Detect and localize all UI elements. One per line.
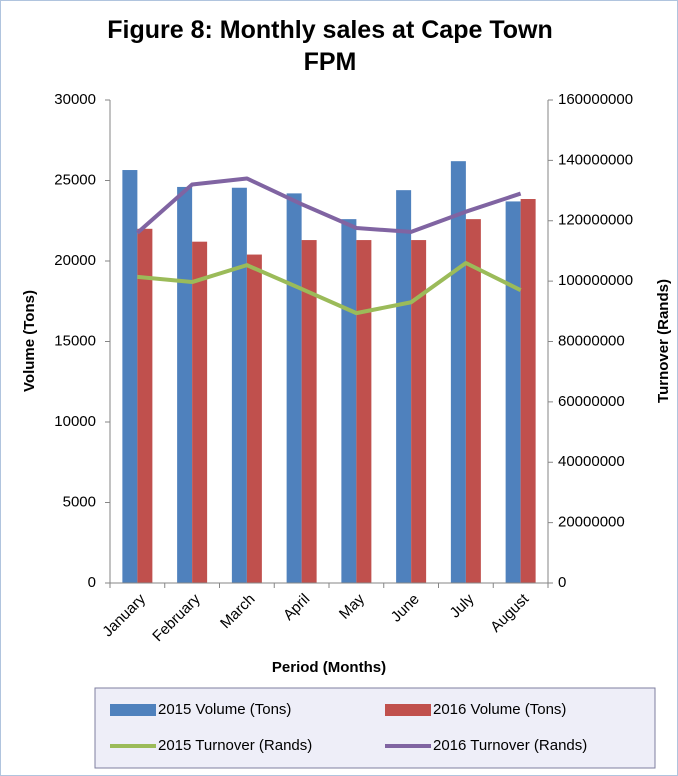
legend-box bbox=[94, 687, 656, 769]
bar bbox=[411, 240, 427, 583]
chart-title: Figure 8: Monthly sales at Cape Town FPM bbox=[107, 16, 553, 76]
bar bbox=[231, 187, 247, 583]
bar bbox=[192, 241, 208, 583]
y2-tick-label: 100000000 bbox=[558, 272, 633, 289]
bar bbox=[356, 240, 372, 583]
bar bbox=[450, 161, 466, 583]
legend-label: 2016 Volume (Tons) bbox=[433, 701, 566, 718]
bar bbox=[520, 199, 536, 583]
legend-swatch bbox=[385, 704, 431, 716]
bar bbox=[122, 170, 138, 583]
y-tick-label: 5000 bbox=[63, 493, 96, 510]
y-tick-label: 0 bbox=[88, 574, 96, 591]
y2-tick-label: 140000000 bbox=[558, 151, 633, 168]
y-tick-label: 15000 bbox=[54, 332, 96, 349]
bar bbox=[246, 254, 262, 583]
bar bbox=[505, 201, 521, 583]
bar bbox=[286, 193, 302, 583]
y2-tick-label: 60000000 bbox=[558, 393, 625, 410]
y2-tick-label: 40000000 bbox=[558, 453, 625, 470]
y2-tick-label: 120000000 bbox=[558, 212, 633, 229]
bar bbox=[177, 186, 193, 583]
legend-label: 2015 Turnover (Rands) bbox=[158, 737, 312, 754]
x-axis-label: Period (Months) bbox=[272, 659, 386, 676]
bar bbox=[341, 219, 357, 583]
y-tick-label: 25000 bbox=[54, 171, 96, 188]
y-tick-label: 20000 bbox=[54, 252, 96, 269]
legend-label: 2015 Volume (Tons) bbox=[158, 701, 291, 718]
legend-swatch bbox=[110, 704, 156, 716]
legend-label: 2016 Turnover (Rands) bbox=[433, 737, 587, 754]
bar bbox=[137, 228, 153, 584]
bar bbox=[396, 190, 412, 583]
bar bbox=[465, 219, 481, 583]
y2-tick-label: 0 bbox=[558, 574, 566, 591]
y2-tick-label: 20000000 bbox=[558, 514, 625, 531]
y-axis-label: Volume (Tons) bbox=[21, 290, 38, 392]
line bbox=[137, 261, 522, 316]
y-tick-label: 30000 bbox=[54, 91, 96, 108]
y2-tick-label: 80000000 bbox=[558, 332, 625, 349]
bar bbox=[301, 240, 317, 583]
line bbox=[136, 176, 522, 235]
y2-axis-label: Turnover (Rands) bbox=[655, 279, 672, 403]
y2-tick-label: 160000000 bbox=[558, 91, 633, 108]
y-tick-label: 10000 bbox=[54, 413, 96, 430]
